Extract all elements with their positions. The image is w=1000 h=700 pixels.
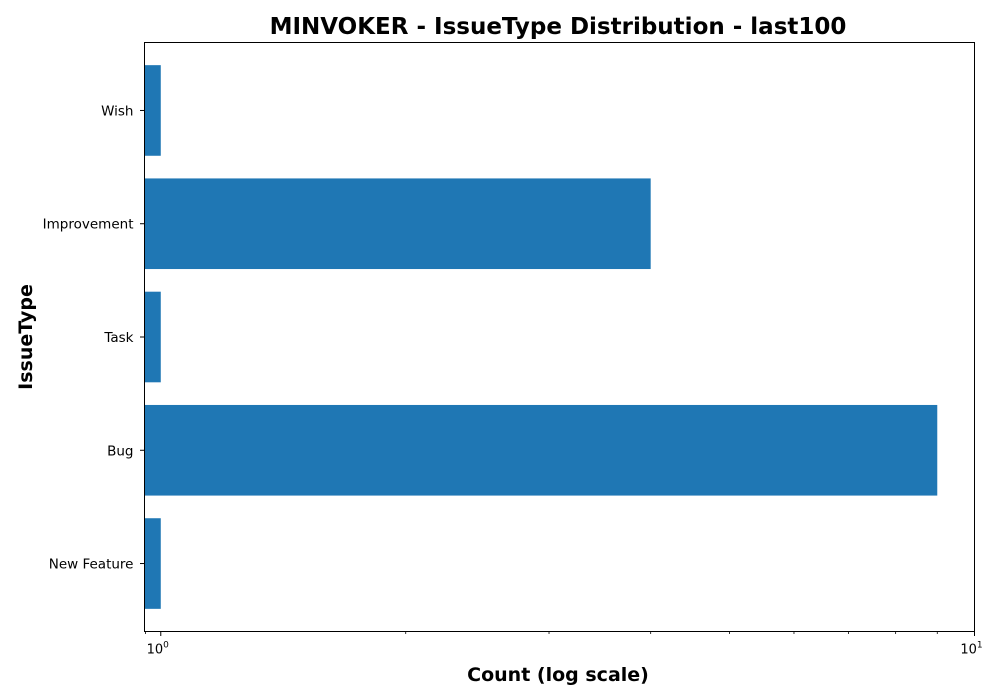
y-tick-label-bug: Bug [107,443,133,459]
x-tick-label-base: 10 [960,643,977,658]
y-tick-label-task: Task [103,330,133,346]
x-tick-label: 100 [147,641,170,658]
x-ticks-group: 100 101 [145,631,983,658]
y-ticks-group: New Feature Bug Task Improvement Wish [43,103,145,573]
x-tick-label-base: 10 [147,643,164,658]
bars-group [144,65,938,609]
bar-new-feature [144,518,161,609]
bar-task [144,291,161,383]
x-tick-label: 101 [960,641,982,658]
y-axis-label: IssueType [15,284,37,390]
bar-bug [144,404,938,496]
x-axis-label: Count (log scale) [467,664,649,686]
x-tick-label-exponent: 1 [977,641,983,651]
bar-improvement [144,178,651,270]
y-tick-label-improvement: Improvement [43,217,134,233]
bar-wish [144,65,161,156]
x-tick-label-exponent: 0 [163,641,169,651]
y-tick-label-new-feature: New Feature [49,557,134,573]
y-tick-label-wish: Wish [101,103,133,119]
plot-frame [144,42,975,632]
chart-title: MINVOKER - IssueType Distribution - last… [270,14,847,40]
